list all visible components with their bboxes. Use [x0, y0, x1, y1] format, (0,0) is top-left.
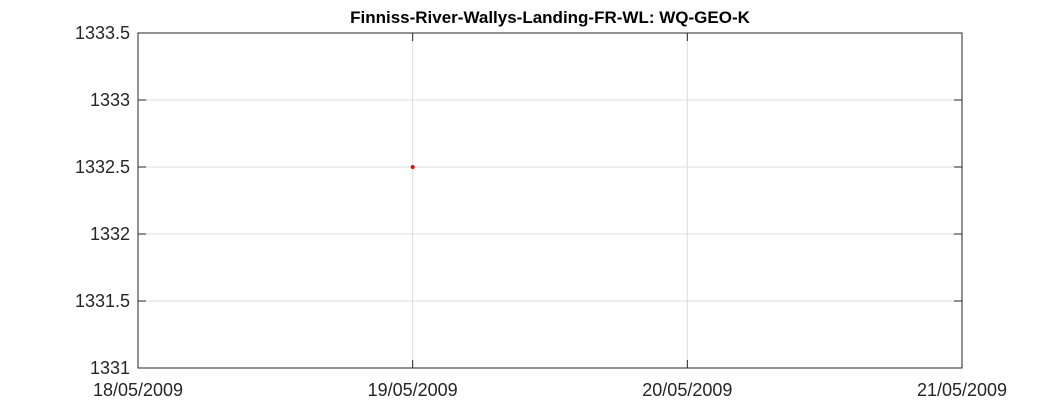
- y-tick-label: 1331.5: [75, 291, 130, 311]
- y-axis-tick-labels: 1331 1331.5 1332 1332.5 1333 1333.5: [75, 23, 130, 378]
- y-tick-label: 1332: [90, 224, 130, 244]
- x-tick-label: 20/05/2009: [642, 380, 732, 400]
- y-tick-label: 1332.5: [75, 157, 130, 177]
- x-tick-label: 19/05/2009: [368, 380, 458, 400]
- y-tick-label: 1333.5: [75, 23, 130, 43]
- plot-area: [138, 33, 962, 368]
- plot-frame: [137, 32, 963, 369]
- axis-ticks: [137, 32, 963, 369]
- grid-lines: [138, 33, 962, 368]
- x-tick-label: 21/05/2009: [917, 380, 1007, 400]
- y-tick-label: 1331: [90, 358, 130, 378]
- data-point: [410, 165, 415, 169]
- y-tick-label: 1333: [90, 90, 130, 110]
- chart-title: Finniss-River-Wallys-Landing-FR-WL: WQ-G…: [350, 8, 751, 27]
- x-axis-tick-labels: 18/05/2009 19/05/2009 20/05/2009 21/05/2009: [93, 380, 1007, 400]
- x-tick-label: 18/05/2009: [93, 380, 183, 400]
- data-points: [410, 165, 415, 169]
